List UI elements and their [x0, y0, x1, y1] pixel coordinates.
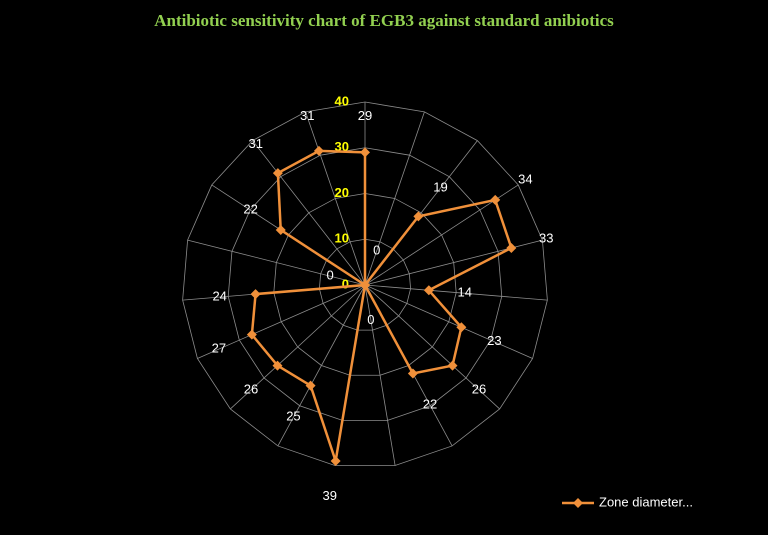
data-label: 24: [212, 288, 226, 303]
data-label: 29: [358, 108, 372, 123]
data-label: 39: [322, 488, 336, 503]
marker: [407, 368, 418, 379]
marker: [246, 329, 257, 340]
marker: [275, 224, 286, 235]
data-label: 26: [244, 381, 258, 396]
spoke: [364, 284, 533, 359]
data-label: 22: [423, 397, 437, 412]
chart-title: Antibiotic sensitivity chart of EGB3 aga…: [154, 11, 614, 30]
spoke: [305, 111, 366, 286]
legend-marker: [573, 498, 583, 508]
marker: [360, 280, 370, 290]
spoke: [197, 284, 366, 359]
marker: [330, 455, 341, 466]
marker: [272, 168, 283, 179]
series-line: [250, 149, 513, 462]
spoke: [252, 140, 366, 286]
data-label: 0: [367, 312, 374, 327]
spoke: [364, 284, 500, 410]
data-label: 31: [249, 136, 263, 151]
spoke: [277, 284, 366, 447]
data-label: 33: [539, 231, 553, 246]
r-tick-label: 40: [335, 93, 349, 108]
data-label: 19: [433, 179, 447, 194]
grid-ring: [319, 238, 411, 331]
grid-ring: [273, 193, 457, 376]
marker: [490, 194, 501, 205]
data-label: 22: [243, 202, 257, 217]
marker: [272, 360, 283, 371]
data-label: 26: [472, 381, 486, 396]
marker: [360, 147, 370, 158]
spoke: [187, 239, 366, 286]
spoke: [364, 284, 548, 301]
data-label: 23: [487, 333, 501, 348]
data-label: 27: [212, 341, 226, 356]
spoke: [364, 111, 425, 286]
marker: [447, 360, 458, 371]
marker: [313, 145, 324, 156]
marker: [423, 285, 434, 296]
data-label: 25: [286, 409, 300, 424]
marker: [413, 211, 424, 222]
marker: [305, 380, 316, 391]
data-label: 34: [518, 172, 532, 187]
r-tick-label: 0: [342, 276, 349, 291]
marker: [456, 322, 467, 333]
spoke: [230, 284, 366, 410]
spoke: [364, 284, 396, 466]
marker: [506, 242, 517, 253]
marker: [250, 289, 261, 300]
r-tick-label: 10: [335, 231, 349, 246]
legend-label: Zone diameter...: [599, 494, 693, 509]
data-label: 31: [300, 108, 314, 123]
data-label: 14: [457, 285, 471, 300]
grid-ring: [182, 101, 548, 466]
data-label: 0: [326, 268, 333, 283]
grid-ring: [227, 147, 503, 421]
r-tick-label: 20: [335, 185, 349, 200]
data-label: 0: [373, 242, 380, 257]
